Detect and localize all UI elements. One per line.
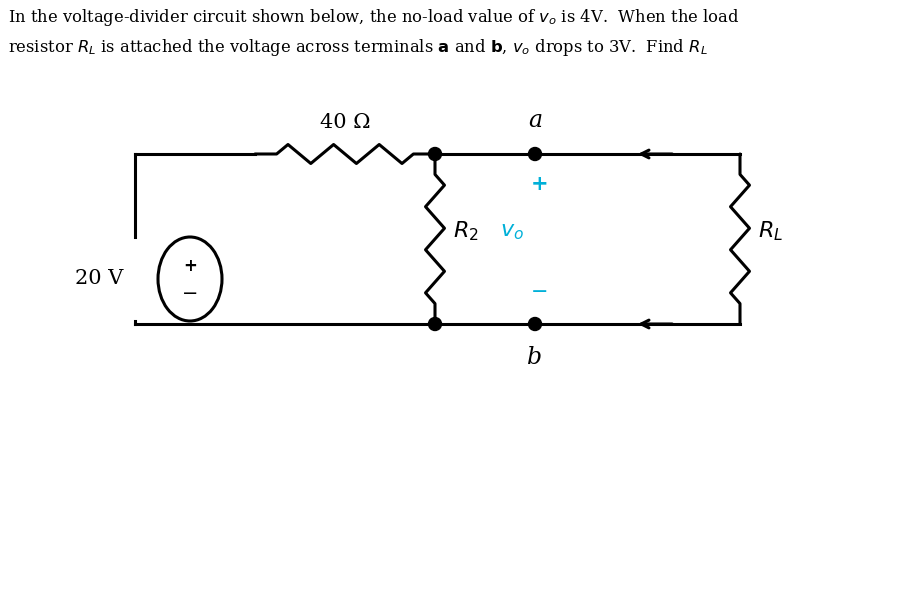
- Circle shape: [429, 147, 441, 161]
- Text: 40 Ω: 40 Ω: [320, 113, 371, 132]
- Text: −: −: [531, 282, 549, 302]
- Text: $R_L$: $R_L$: [758, 219, 783, 243]
- Text: 20 V: 20 V: [74, 270, 123, 289]
- Circle shape: [528, 147, 542, 161]
- Text: $R_2$: $R_2$: [453, 219, 478, 243]
- Text: a: a: [528, 109, 542, 132]
- Circle shape: [528, 317, 542, 331]
- Circle shape: [429, 317, 441, 331]
- Text: −: −: [182, 284, 198, 303]
- Text: resistor $R_L$ is attached the voltage across terminals $\mathbf{a}$ and $\mathb: resistor $R_L$ is attached the voltage a…: [8, 37, 708, 58]
- Text: In the voltage-divider circuit shown below, the no-load value of $v_o$ is 4V.  W: In the voltage-divider circuit shown bel…: [8, 7, 739, 28]
- Text: +: +: [531, 174, 549, 194]
- Text: +: +: [183, 257, 197, 275]
- Text: b: b: [527, 346, 543, 369]
- Text: $v_o$: $v_o$: [500, 220, 524, 242]
